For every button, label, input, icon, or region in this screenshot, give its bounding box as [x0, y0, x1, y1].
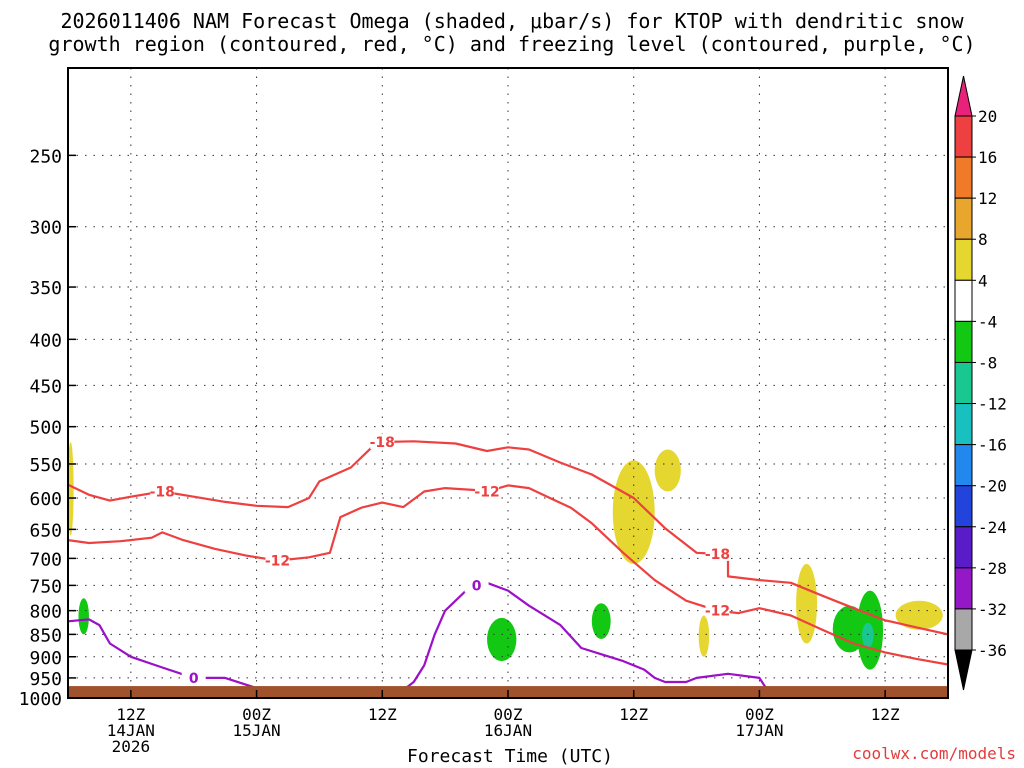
colorbar-label-10: -24: [978, 518, 1007, 537]
contour-label-bg: [475, 483, 500, 499]
omega-shade-region-7: [78, 598, 89, 635]
y-tick-label-450: 450: [29, 376, 62, 397]
colorbar-band-7: [954, 361, 973, 405]
colorbar-band-4: [954, 238, 973, 281]
x-tick-label-18-0: 00Z: [242, 705, 271, 724]
colorbar-band-10: [954, 485, 973, 528]
y-tick-label-550: 550: [29, 455, 62, 476]
contour-label-bg: [181, 669, 206, 685]
y-tick-label-1000: 1000: [19, 689, 62, 710]
y-tick-label-400: 400: [29, 330, 62, 351]
y-tick-label-300: 300: [29, 218, 62, 239]
y-tick-label-500: 500: [29, 418, 62, 439]
x-tick-label-42-1: 16JAN: [484, 721, 532, 740]
contour-label-3-2: 0: [472, 578, 482, 594]
x-tick-label-18-1: 15JAN: [232, 721, 280, 740]
colorbar-label-12: -32: [978, 600, 1007, 619]
contour-label-1-2: -18: [370, 435, 395, 451]
y-tick-label-800: 800: [29, 602, 62, 623]
colorbar-band-5: [954, 279, 973, 322]
x-tick-label-66-0: 00Z: [745, 705, 774, 724]
omega-shade-region-4: [698, 615, 710, 657]
contour-label-bg: [150, 483, 175, 499]
y-tick-label-350: 350: [29, 278, 62, 299]
y-tick-label-650: 650: [29, 520, 62, 541]
colorbar-band-13: [954, 608, 973, 651]
contour-label-1-3: -18: [705, 547, 730, 563]
credit-link[interactable]: coolwx.com/models: [852, 744, 1016, 763]
colorbar-label-3: 8: [978, 230, 988, 249]
colorbar-band-3: [954, 197, 973, 240]
x-tick-label-6-0: 12Z: [116, 705, 145, 724]
colorbar-band-12: [954, 567, 973, 610]
colorbar-label-11: -28: [978, 559, 1007, 578]
y-tick-label-950: 950: [29, 669, 62, 690]
y-tick-label-750: 750: [29, 576, 62, 597]
plot-area: -18 -18 -18 -12 -12 -12 0 0: [68, 68, 948, 698]
omega-shade-region-5: [796, 563, 818, 644]
colorbar-label-1: 16: [978, 148, 997, 167]
y-tick-label-850: 850: [29, 625, 62, 646]
colorbar-label-5: -4: [978, 312, 997, 331]
contour-label-bg: [464, 577, 489, 593]
omega-shade-region-12: [862, 622, 874, 648]
x-tick-label-54-0: 12Z: [619, 705, 648, 724]
x-tick-label-78-0: 12Z: [871, 705, 900, 724]
colorbar-label-7: -12: [978, 395, 1007, 414]
contour-label-2-3: -12: [705, 604, 730, 620]
contour-label-bg: [705, 602, 730, 618]
x-tick-label-6-1: 14JAN: [107, 721, 155, 740]
contour-label-1-1: -18: [150, 484, 175, 500]
omega-shade-region-9: [591, 603, 611, 639]
contour-label-3-1: 0: [189, 671, 199, 687]
colorbar-label-13: -36: [978, 641, 1007, 660]
contour-label-2-1: -12: [265, 554, 290, 570]
colorbar-top-arrow: [954, 75, 973, 117]
contour-line-3: [68, 581, 781, 698]
contour-label-2-2: -12: [474, 484, 499, 500]
x-tick-label-6-2: 2026: [112, 737, 151, 756]
y-tick-label-250: 250: [29, 146, 62, 167]
colorbar-band-6: [954, 320, 973, 363]
y-tick-label-600: 600: [29, 489, 62, 510]
omega-shade-region-3: [654, 449, 681, 492]
colorbar-band-11: [954, 526, 973, 569]
x-tick-label-66-1: 17JAN: [735, 721, 783, 740]
colorbar-label-2: 12: [978, 189, 997, 208]
contour-label-bg: [265, 552, 290, 568]
x-axis-title: Forecast Time (UTC): [407, 746, 613, 767]
y-tick-label-700: 700: [29, 549, 62, 570]
colorbar-band-9: [954, 444, 973, 487]
colorbar-label-0: 20: [978, 107, 997, 126]
chart-title-line2: growth region (contoured, red, °C) and f…: [48, 32, 976, 56]
x-tick-label-30-0: 12Z: [368, 705, 397, 724]
colorbar-label-6: -8: [978, 353, 997, 372]
colorbar-band-8: [954, 403, 973, 446]
colorbar-label-8: -16: [978, 436, 1007, 455]
contour-line-1: [68, 440, 948, 636]
colorbar-band-2: [954, 156, 973, 199]
omega-shade-region-1: [68, 442, 74, 536]
colorbar-bottom-arrow: [954, 649, 973, 691]
colorbar-band-1: [954, 115, 973, 158]
omega-shade-region-2: [612, 460, 655, 564]
chart-title-line1: 2026011406 NAM Forecast Omega (shaded, μ…: [60, 9, 964, 33]
omega-shade-region-8: [487, 617, 517, 662]
contour-label-bg: [370, 434, 395, 450]
x-tick-label-42-0: 00Z: [494, 705, 523, 724]
colorbar-label-9: -20: [978, 477, 1007, 496]
omega-shade-region-6: [895, 600, 943, 630]
colorbar-label-4: 4: [978, 271, 988, 290]
y-tick-label-900: 900: [29, 648, 62, 669]
contour-label-bg: [705, 545, 730, 561]
